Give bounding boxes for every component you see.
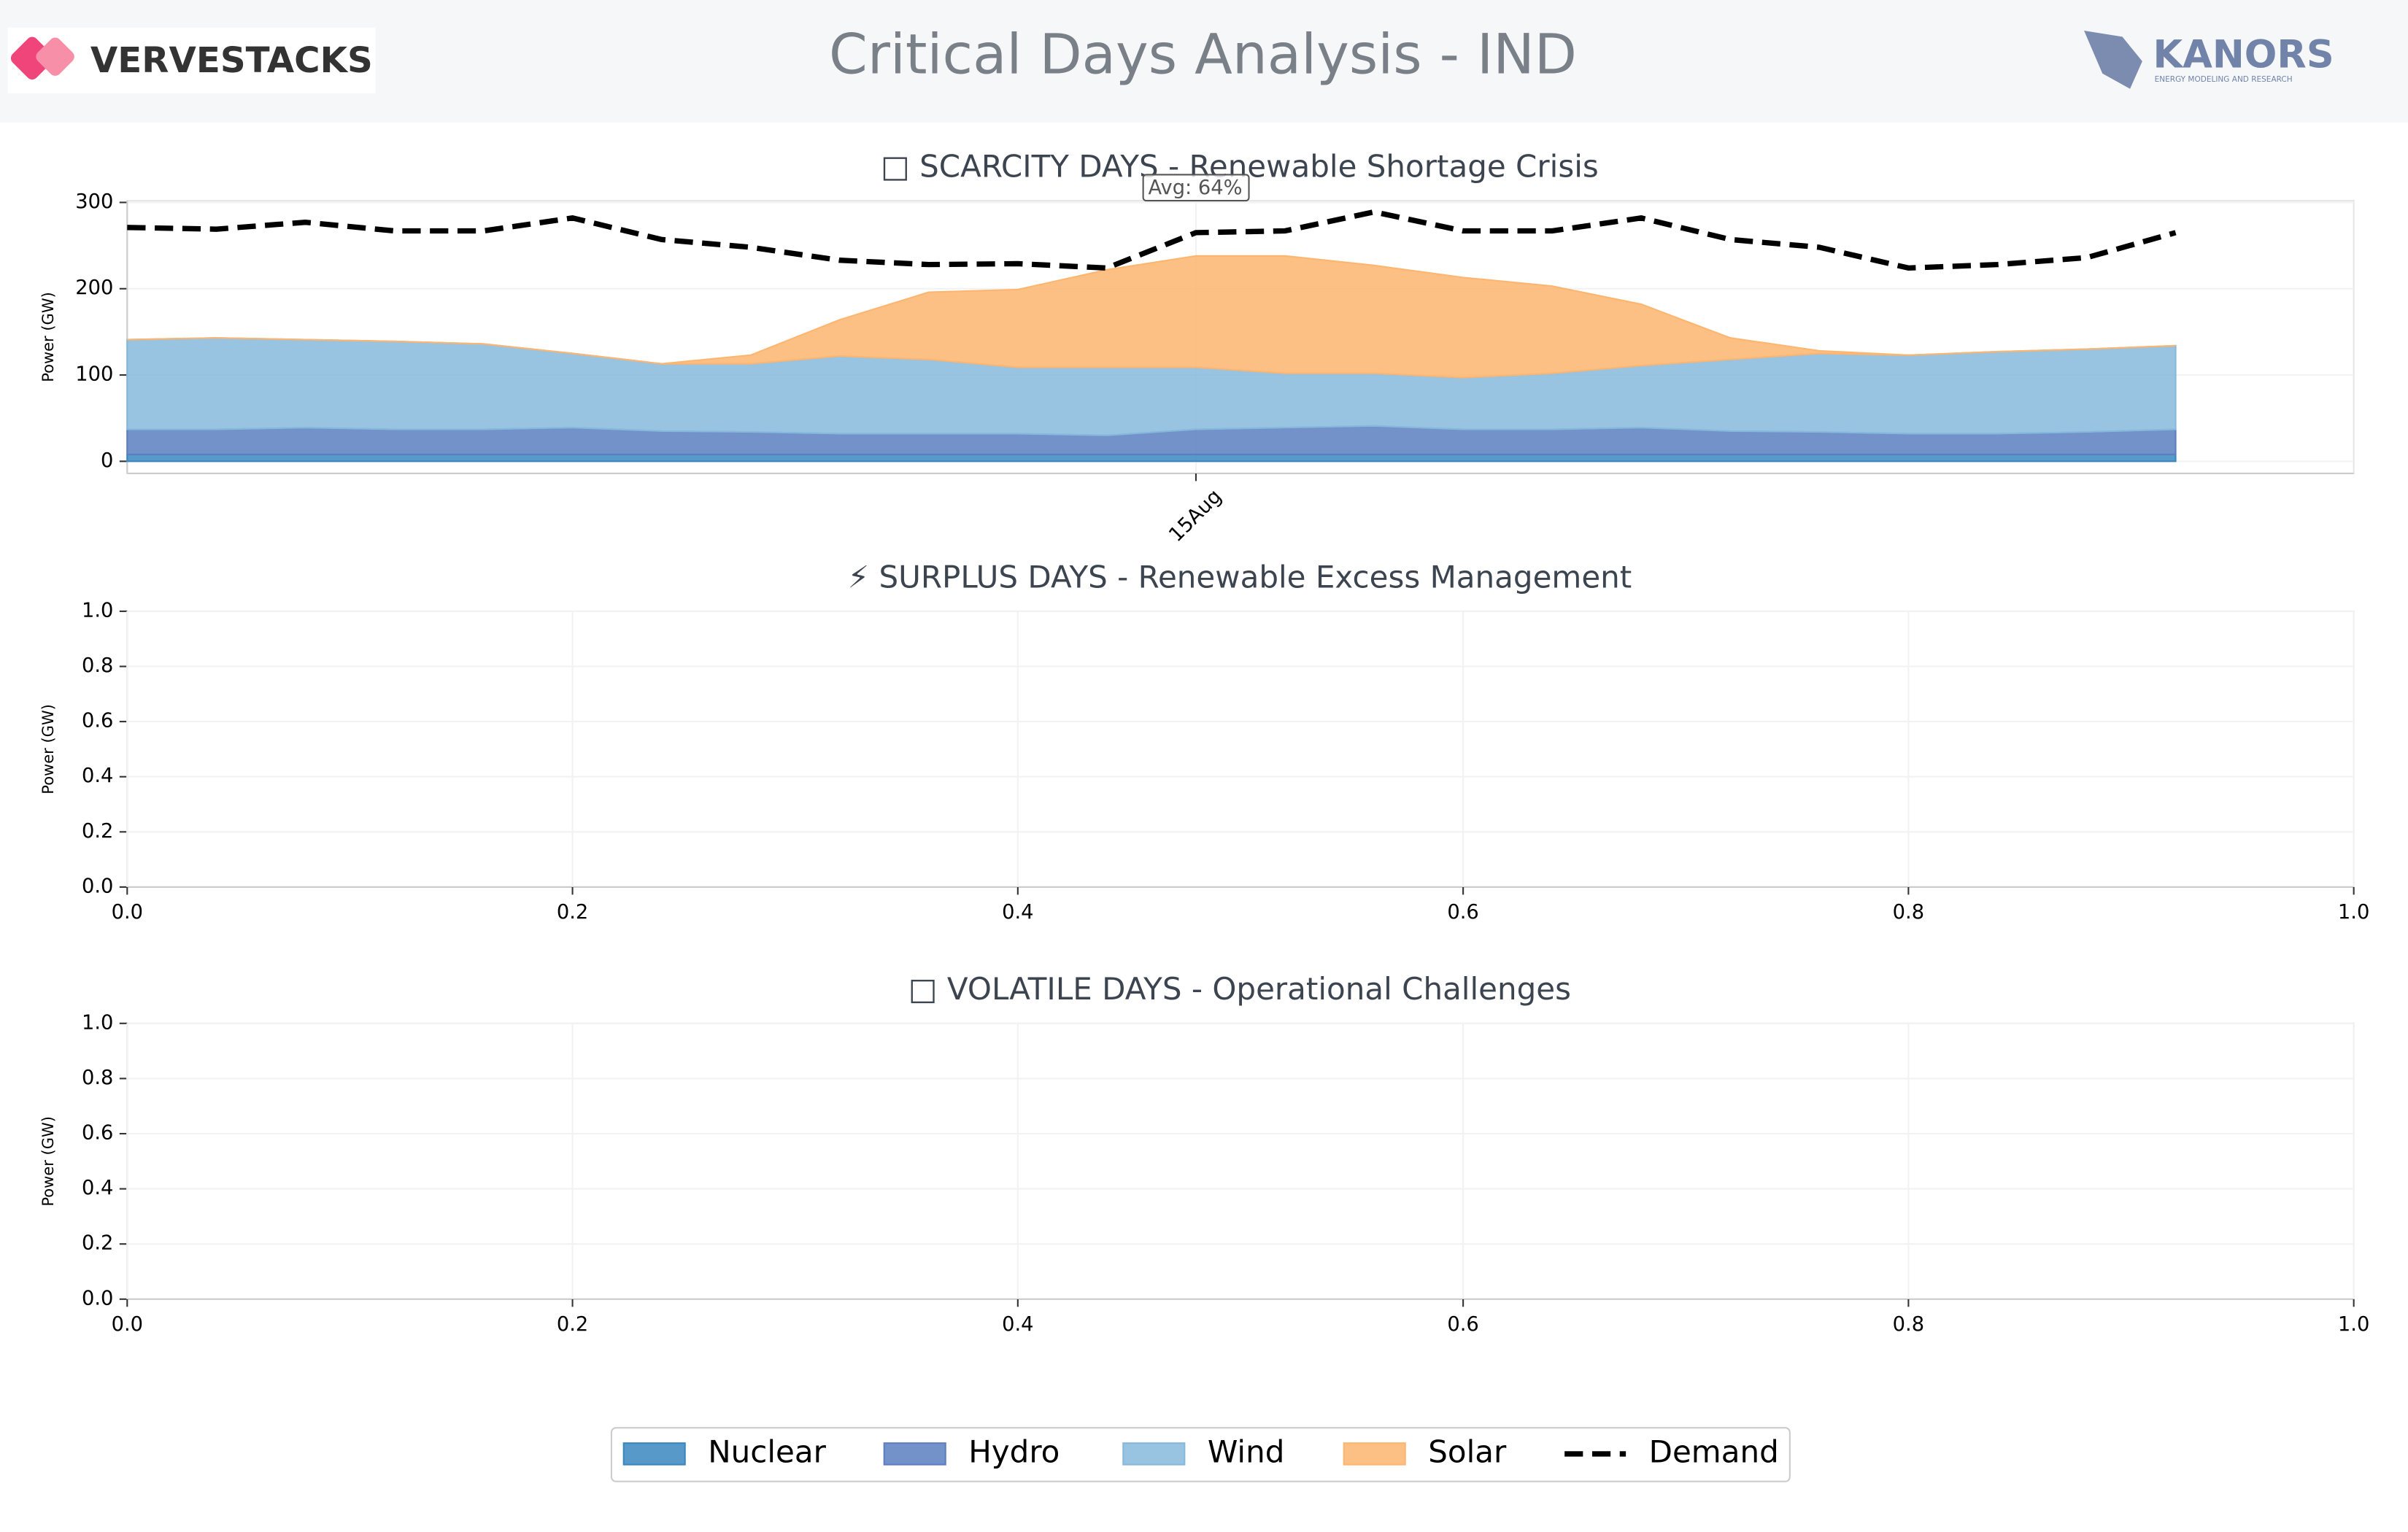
area (127, 255, 2176, 379)
legend-label: Solar (1428, 1434, 1507, 1469)
y-tick-label: 300 (75, 190, 113, 213)
legend: Nuclear Hydro Wind Solar Demand (610, 1427, 1791, 1482)
y-tick-label: 0 (101, 449, 113, 472)
y-tick-label: 0.4 (82, 765, 113, 787)
x-tick-label: 0.4 (1002, 901, 1033, 924)
x-tick-label: 15Aug (1165, 485, 1226, 546)
y-tick-label: 0.2 (82, 1232, 113, 1255)
x-tick-label: 0.0 (112, 1313, 143, 1336)
x-tick-label: 0.8 (1893, 901, 1924, 924)
x-tick-label: 0.2 (557, 901, 588, 924)
legend-swatch (1122, 1442, 1186, 1466)
area (126, 453, 2177, 463)
charts: □ SCARCITY DAYS - Renewable Shortage Cri… (39, 149, 2369, 1336)
y-axis-label: Power (GW) (39, 704, 57, 794)
page-title: Critical Days Analysis - IND (829, 22, 1577, 86)
x-tick-label: 1.0 (2338, 1313, 2369, 1336)
x-tick-label: 1.0 (2338, 901, 2369, 924)
y-tick-label: 1.0 (82, 1011, 113, 1034)
logo-icon (36, 37, 74, 76)
x-tick-label: 0.2 (557, 1313, 588, 1336)
chart-title: ⚡ SURPLUS DAYS - Renewable Excess Manage… (848, 559, 1632, 595)
y-axis-label: Power (GW) (39, 292, 57, 382)
y-tick-label: 1.0 (82, 599, 113, 622)
x-tick-label: 0.0 (112, 901, 143, 924)
y-tick-label: 0.8 (82, 654, 113, 677)
y-tick-label: 100 (75, 363, 113, 386)
plot-frame (126, 610, 2355, 888)
legend-swatch (622, 1442, 686, 1466)
right-logo-sub: ENERGY MODELING AND RESEARCH (2155, 75, 2293, 84)
x-tick-label: 0.4 (1002, 1313, 1033, 1336)
legend-swatch (1343, 1442, 1406, 1466)
y-tick-label: 0.4 (82, 1177, 113, 1199)
annotation: Avg: 64% (1148, 177, 1242, 199)
legend-label: Hydro (968, 1434, 1060, 1469)
header-band (0, 0, 2408, 123)
left-logo: VERVESTACKS (90, 40, 373, 81)
y-tick-label: 0.6 (82, 710, 113, 732)
x-tick-label: 0.6 (1447, 901, 1478, 924)
legend-frame (610, 1427, 1791, 1482)
y-tick-label: 0.8 (82, 1067, 113, 1089)
y-axis-label: Power (GW) (39, 1116, 57, 1207)
y-tick-label: 0.6 (82, 1122, 113, 1145)
y-tick-label: 0.2 (82, 820, 113, 843)
legend-label: Demand (1649, 1434, 1779, 1469)
x-tick-label: 0.6 (1447, 1313, 1478, 1336)
y-tick-label: 200 (75, 276, 113, 299)
legend-label: Nuclear (708, 1434, 826, 1469)
right-logo: KANORS (2153, 32, 2334, 77)
demand-line (127, 209, 2177, 271)
chart-title: □ VOLATILE DAYS - Operational Challenges (908, 971, 1571, 1007)
legend-label: Wind (1208, 1434, 1285, 1469)
plot-frame (126, 1022, 2355, 1300)
legend-swatch (883, 1442, 946, 1466)
x-tick-label: 0.8 (1893, 1313, 1924, 1336)
y-tick-label: 0.0 (82, 1287, 113, 1309)
right-logo-icon (2084, 31, 2142, 89)
annotation-box (1142, 174, 1250, 202)
y-tick-label: 0.0 (82, 875, 113, 897)
